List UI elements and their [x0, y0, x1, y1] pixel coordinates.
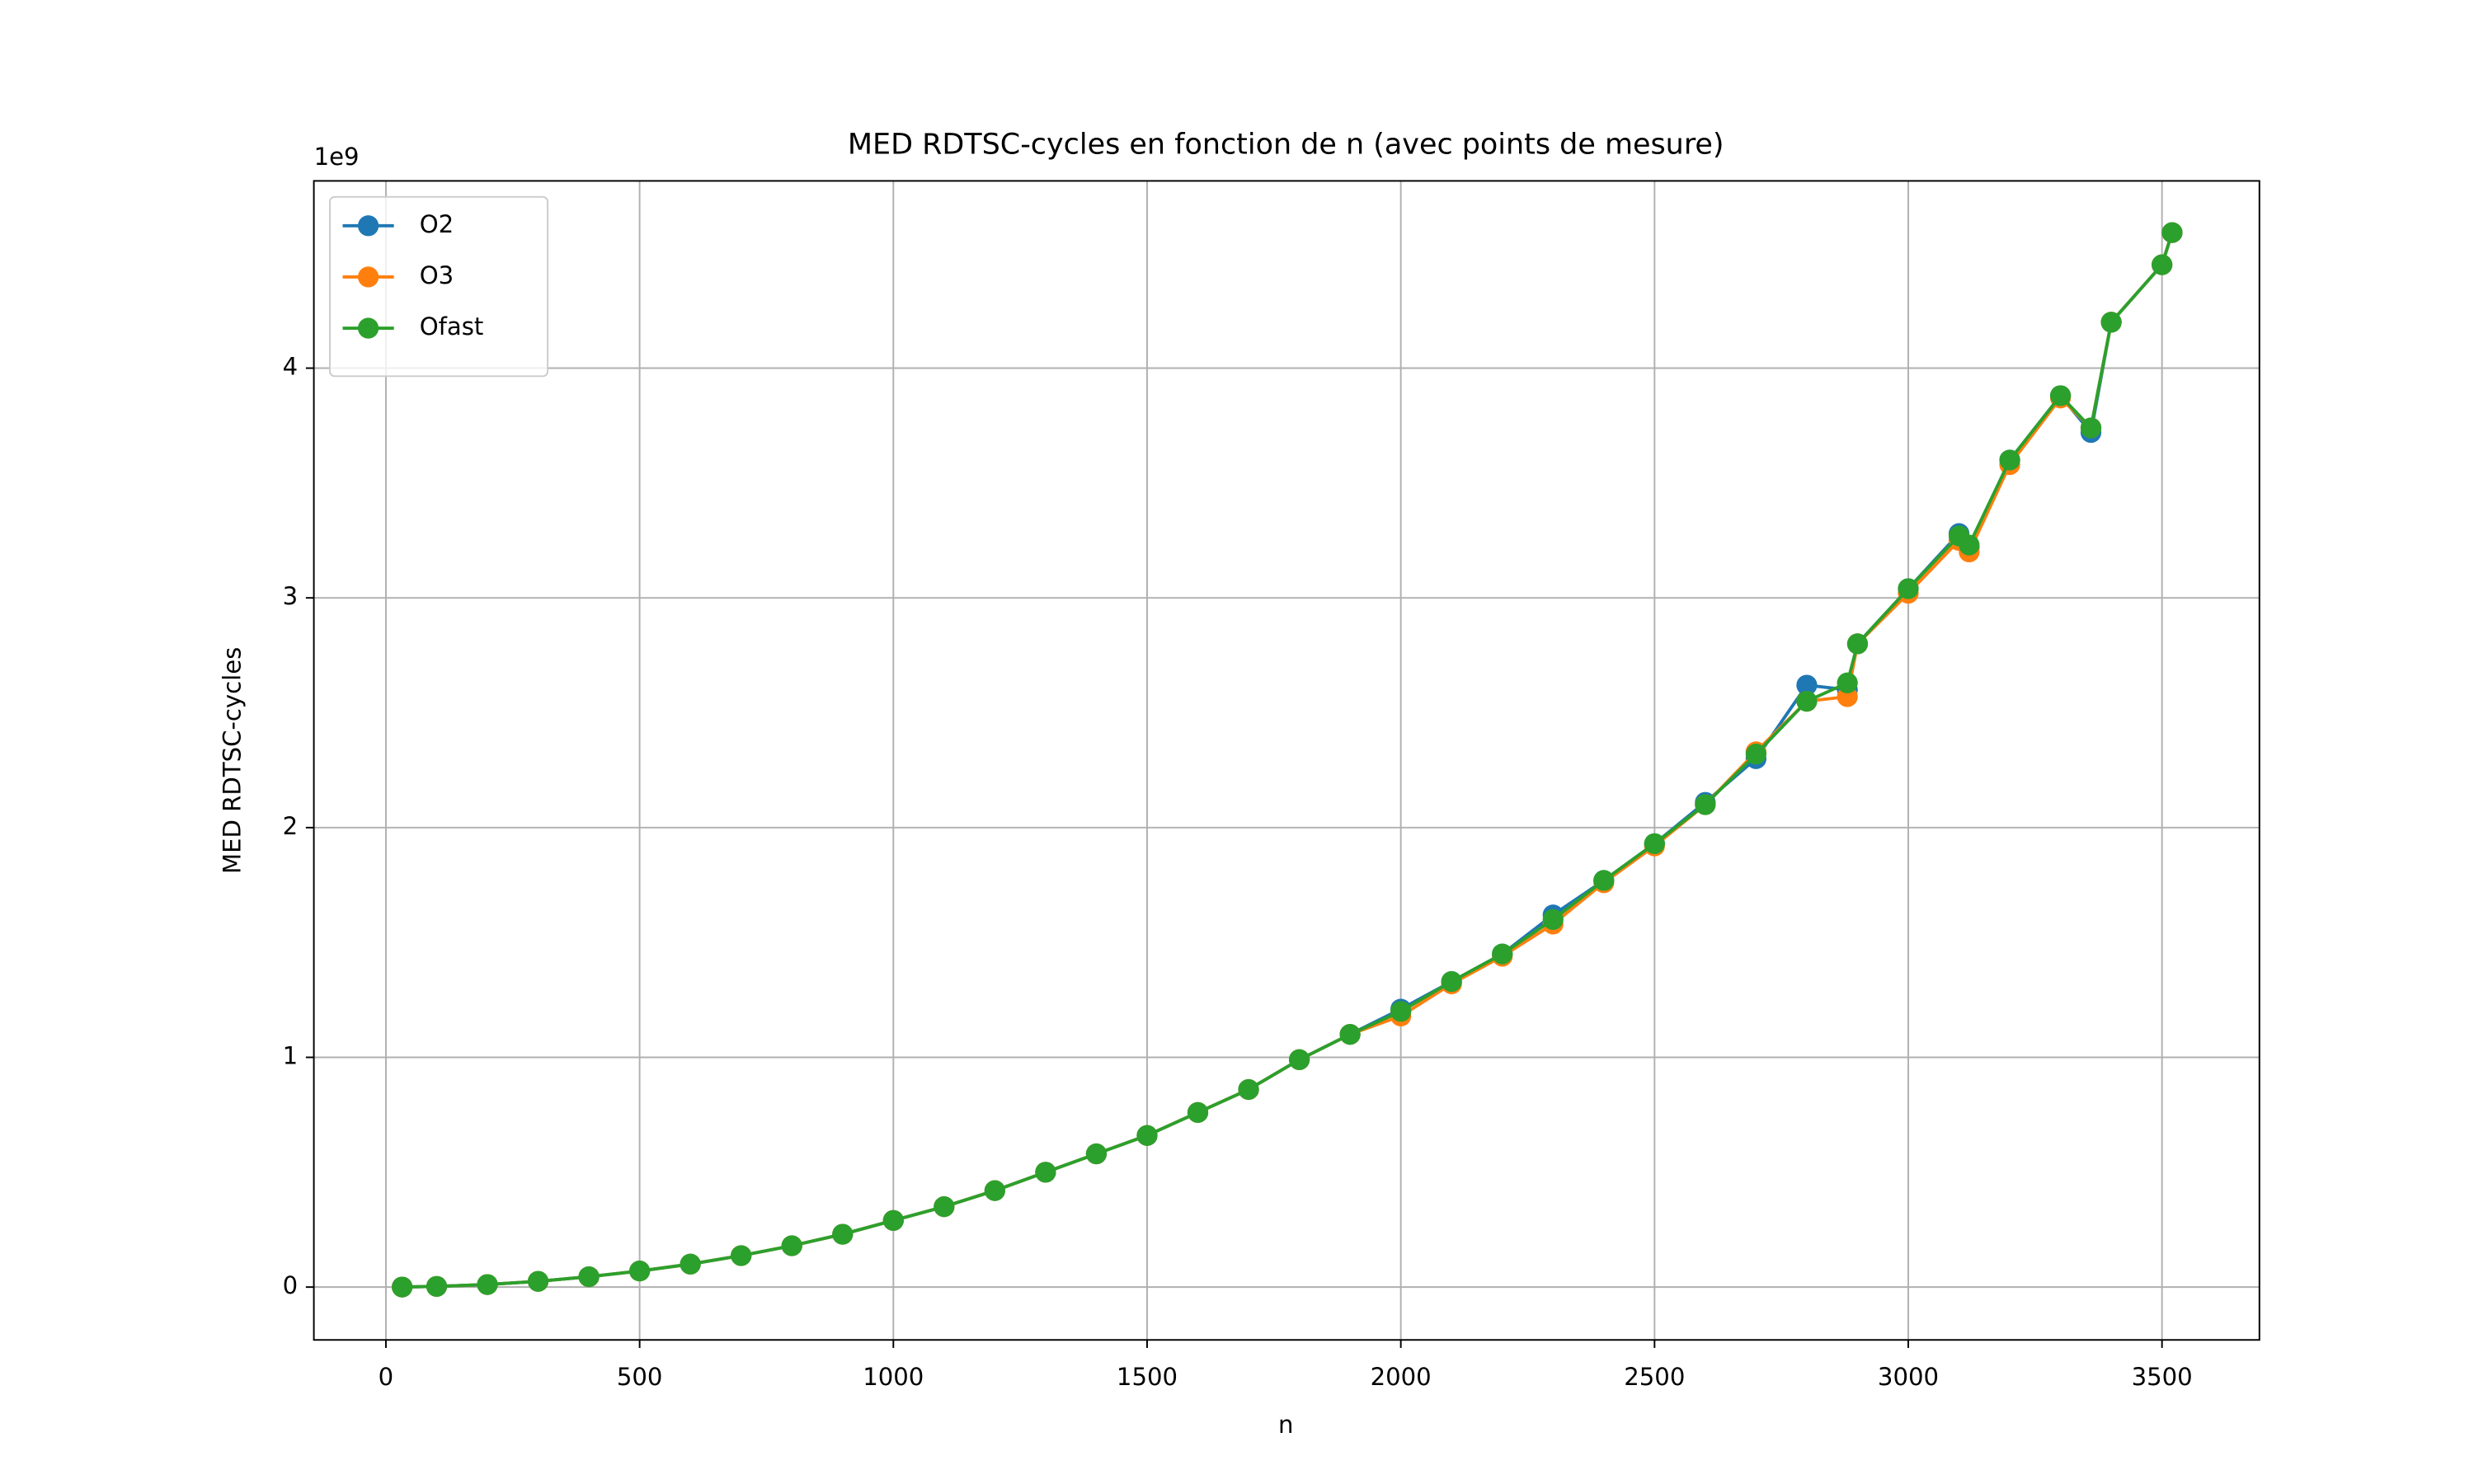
data-point — [477, 1274, 498, 1295]
data-point — [1898, 578, 1919, 599]
data-point — [1441, 970, 1462, 993]
data-point — [832, 1223, 854, 1245]
data-point — [781, 1235, 802, 1256]
data-point — [1288, 1049, 1310, 1070]
y-offset-label: 1e9 — [314, 143, 360, 171]
x-tick-label: 2000 — [1371, 1363, 1432, 1391]
legend-label: O2 — [420, 210, 454, 238]
data-point — [1390, 1001, 1412, 1022]
data-point — [629, 1261, 651, 1282]
x-tick-label: 3000 — [1878, 1363, 1939, 1391]
data-point — [392, 1276, 413, 1298]
x-tick-label: 1000 — [863, 1363, 924, 1391]
data-point — [2049, 385, 2072, 406]
data-point — [1644, 833, 1665, 854]
y-axis-label: MED RDTSC-cycles — [218, 647, 246, 874]
data-point — [2152, 254, 2173, 275]
x-tick-label: 0 — [379, 1363, 394, 1391]
data-point — [2080, 417, 2102, 439]
legend-marker — [357, 266, 379, 288]
data-point — [578, 1266, 600, 1288]
data-point — [1959, 534, 1980, 556]
y-tick-label: 2 — [283, 812, 299, 840]
y-tick-label: 4 — [283, 353, 299, 381]
data-point — [1999, 449, 2020, 471]
data-point — [1796, 674, 1818, 696]
data-point — [1035, 1162, 1056, 1183]
data-point — [1695, 794, 1716, 815]
data-point — [1492, 943, 1513, 965]
legend-marker — [357, 317, 379, 339]
plot-frame — [313, 180, 2260, 1341]
data-point — [1187, 1101, 1209, 1123]
x-tick-label: 1500 — [1117, 1363, 1178, 1391]
data-point — [1846, 633, 1869, 655]
x-axis-label: n — [1278, 1411, 1293, 1439]
y-tick-label: 1 — [283, 1041, 299, 1069]
data-point — [731, 1245, 752, 1266]
data-point — [1085, 1143, 1108, 1165]
data-point — [1796, 690, 1818, 712]
data-point — [984, 1180, 1005, 1201]
data-point — [1136, 1125, 1158, 1146]
data-point — [1542, 909, 1564, 930]
chart-title: MED RDTSC-cycles en fonction de n (avec … — [848, 129, 1724, 162]
legend: O2 O3 Ofast — [329, 195, 549, 378]
data-point — [680, 1253, 701, 1275]
legend-label: O3 — [420, 261, 454, 289]
legend-label: Ofast — [420, 312, 484, 340]
x-tick-label: 500 — [617, 1363, 663, 1391]
y-tick-label: 3 — [283, 582, 299, 610]
data-point — [1837, 672, 1858, 693]
legend-marker — [357, 215, 379, 237]
data-point — [2100, 312, 2122, 333]
data-point — [1593, 870, 1615, 891]
data-point — [1745, 744, 1767, 765]
data-point — [882, 1209, 904, 1231]
data-point — [2161, 222, 2183, 243]
data-point — [934, 1196, 955, 1218]
data-point — [1238, 1078, 1259, 1101]
x-tick-label: 2500 — [1624, 1363, 1685, 1391]
data-point — [527, 1270, 549, 1292]
data-point — [1339, 1024, 1361, 1045]
legend-box — [329, 195, 549, 378]
x-tick-label: 3500 — [2132, 1363, 2193, 1391]
y-tick-label: 0 — [283, 1271, 299, 1299]
data-point — [426, 1275, 448, 1297]
